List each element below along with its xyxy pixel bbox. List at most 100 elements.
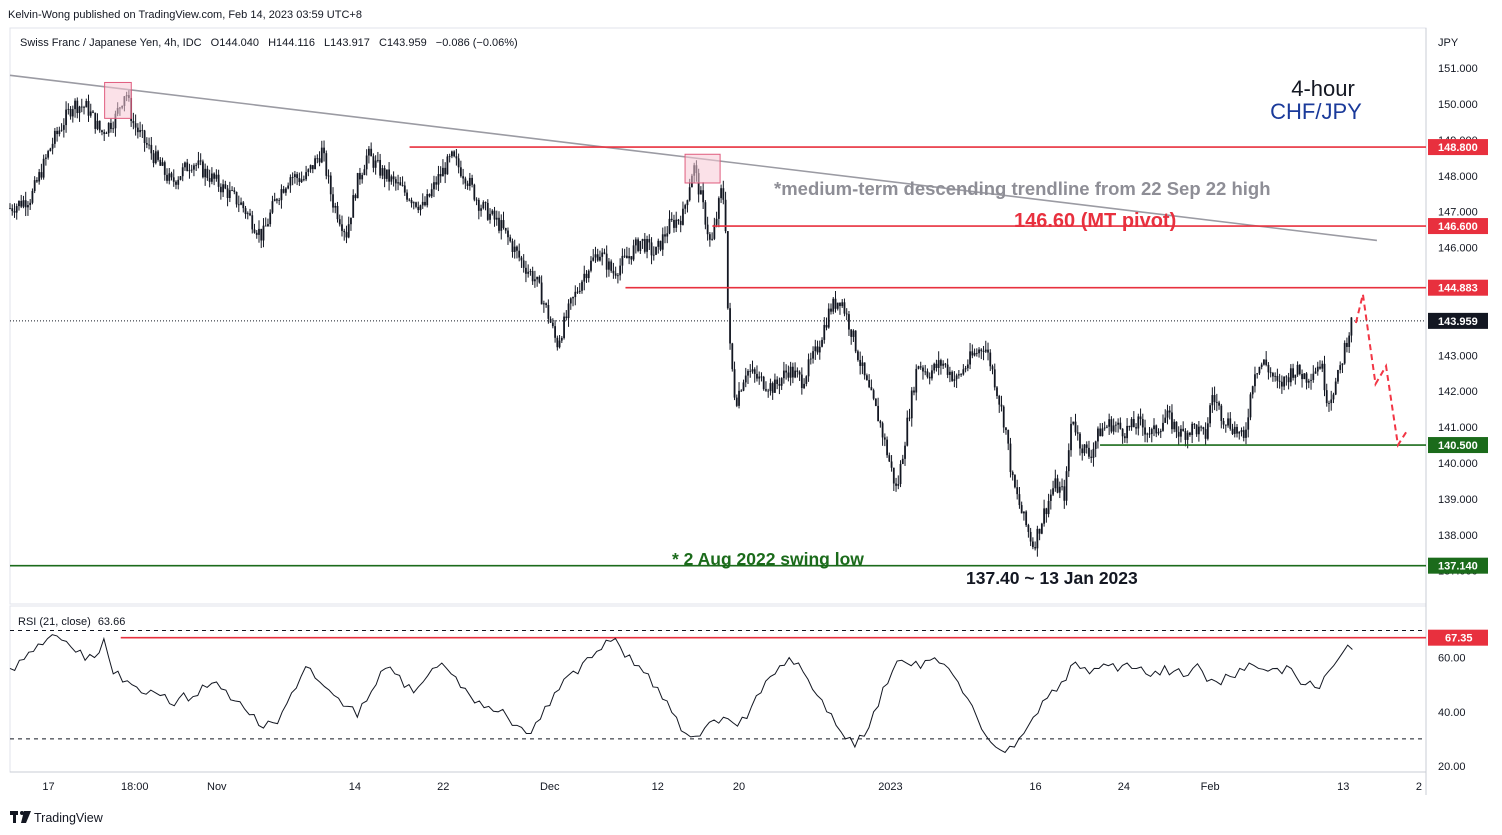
candle [285,187,287,196]
candle-body [233,190,236,192]
candle [1292,363,1294,381]
candle [213,172,216,186]
candle [278,197,281,206]
candle [1018,486,1021,509]
candle-body [989,352,992,367]
price-tick-label: 147.000 [1438,207,1478,219]
candle [280,184,283,209]
candle-body [1153,425,1155,430]
candle-body [803,383,805,389]
candle-body [96,120,99,129]
candle [1070,416,1072,457]
candle [20,194,23,209]
candle [145,137,148,149]
candle-body [630,256,633,260]
candle [1088,440,1090,459]
candle [1303,373,1306,380]
price-tag-label: 137.140 [1438,561,1478,573]
candle [913,386,915,396]
candle-body [1339,365,1342,370]
candle-body [1065,471,1068,501]
candle-body [747,370,749,376]
candle-body [863,362,866,376]
candle-body [525,267,527,274]
candle [516,245,518,259]
candle [848,311,850,336]
candle [172,169,175,187]
candle [157,149,159,162]
candle-body [823,324,826,340]
candle [625,246,628,259]
candle [1328,400,1330,412]
candle-body [877,405,880,422]
candle-body [910,390,913,419]
candle [996,386,998,399]
candle [412,201,415,210]
candle [886,436,888,458]
candle [455,148,458,166]
candle-body [789,366,792,378]
rsi-resistance-tag [1428,629,1488,646]
candle [1289,364,1292,387]
candle-body [940,360,942,366]
candle [332,187,334,213]
candle-body [996,387,998,396]
candle [1101,422,1104,437]
candle-body [219,186,222,193]
candle [249,208,251,217]
candle-body [27,205,29,208]
candle-body [668,218,671,234]
candle [762,375,765,391]
candle-body [686,200,689,206]
candle-body [881,423,884,438]
price-tick-label: 151.000 [1438,63,1478,75]
candle-body [657,240,660,247]
candle-body [599,256,601,261]
candle [139,121,142,138]
candle-body [812,351,814,359]
candle-body [296,174,299,179]
candle [910,387,913,427]
candle-body [1206,423,1209,439]
candle [47,149,50,160]
candle [599,250,601,262]
candle-body [184,162,186,168]
candle-body [922,367,924,372]
candle-body [614,273,617,276]
candle-body [942,363,945,366]
candle-body [946,364,949,375]
price-tag-label: 148.800 [1438,142,1478,154]
candle [1083,444,1086,456]
candle [962,364,965,376]
rsi-resistance-label: 67.35 [1445,633,1473,645]
price-tag-140.500 [1428,437,1488,454]
time-tick-label: 17 [42,781,54,793]
candle-body [933,363,936,371]
candle-body [419,205,422,211]
candle-body [1173,421,1176,430]
candle-body [1011,472,1014,476]
candle-body [98,120,101,131]
candle-body [603,252,606,254]
price-tag-label: 146.600 [1438,221,1478,233]
candle-body [567,303,570,319]
candle [525,260,527,283]
candle [361,172,364,184]
time-tick-label: 13 [1337,781,1349,793]
candle-body [675,219,678,228]
candle-body [717,198,720,219]
candle-body [374,160,377,168]
candle [83,105,85,115]
candle-body [886,439,888,456]
candle [448,153,451,163]
candle [1202,426,1205,435]
candle [975,348,978,357]
candle [1067,443,1070,478]
candle-body [917,366,920,369]
candle [49,147,52,152]
candle [1058,481,1061,499]
candle-body [650,242,653,256]
candle-body [421,201,424,206]
candle [931,364,933,381]
